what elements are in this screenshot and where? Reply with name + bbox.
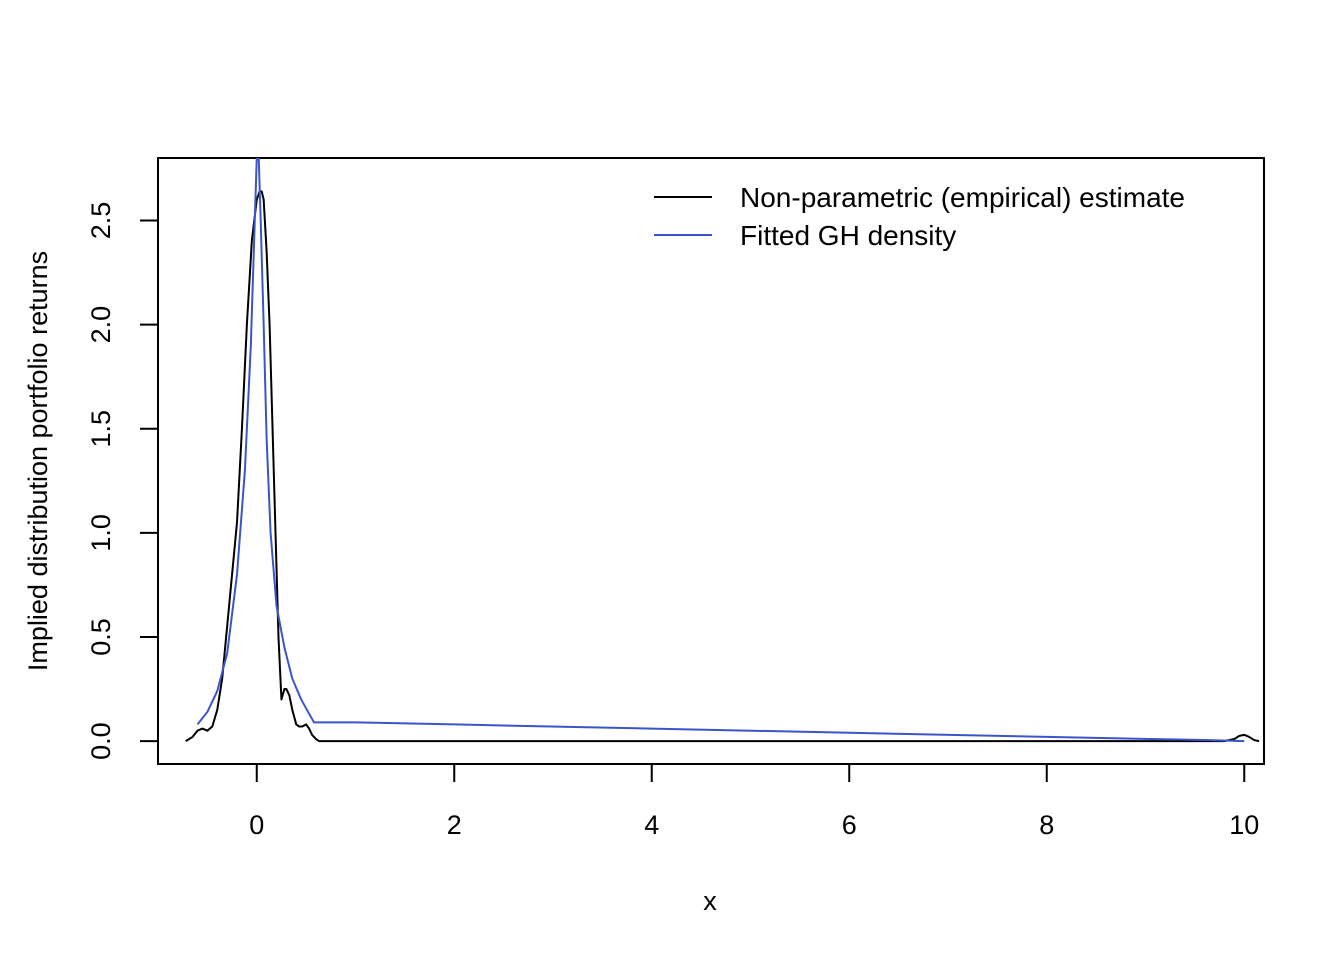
legend-label: Fitted GH density [740,220,956,251]
series-layer [185,158,1260,743]
x-tick-label: 10 [1229,810,1259,840]
x-axis-title: x [703,886,717,916]
y-tick-label: 2.0 [86,306,116,344]
y-tick-label: 1.0 [86,514,116,552]
y-tick-label: 1.5 [86,410,116,448]
legend-label: Non-parametric (empirical) estimate [740,182,1185,213]
x-tick-label: 4 [644,810,659,840]
x-tick-label: 8 [1039,810,1054,840]
x-axis: 0 2 4 6 8 10 [249,764,1259,840]
series-line-empirical-estimate [185,190,1260,743]
x-tick-label: 0 [249,810,264,840]
y-tick-label: 0.0 [86,722,116,760]
plot-frame [157,157,1265,765]
y-axis: 0.0 0.5 1.0 1.5 2.0 2.5 [86,202,158,760]
y-tick-label: 2.5 [86,202,116,240]
x-tick-label: 2 [447,810,462,840]
series-line-fitted-gh-density [196,158,1245,743]
legend: Non-parametric (empirical) estimate Fitte… [654,182,1185,251]
x-tick-label: 6 [842,810,857,840]
y-tick-label: 0.5 [86,618,116,656]
y-axis-title: Implied distribution portfolio returns [23,251,53,671]
